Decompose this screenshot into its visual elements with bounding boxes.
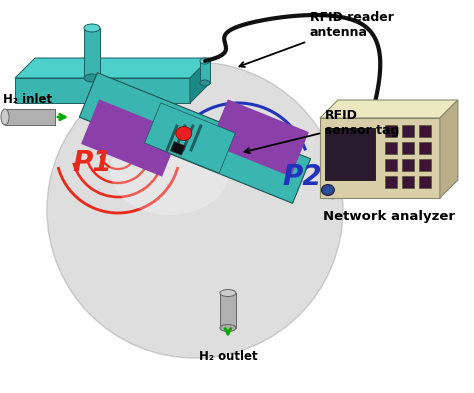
Text: Network analyzer: Network analyzer — [323, 210, 455, 223]
Polygon shape — [419, 125, 431, 137]
Polygon shape — [385, 176, 397, 188]
Ellipse shape — [84, 74, 100, 82]
Polygon shape — [419, 142, 431, 154]
Ellipse shape — [1, 109, 9, 125]
Text: H₂ inlet: H₂ inlet — [3, 93, 52, 106]
Text: H₂ outlet: H₂ outlet — [199, 350, 257, 363]
Polygon shape — [402, 176, 414, 188]
Ellipse shape — [47, 62, 343, 358]
Polygon shape — [402, 159, 414, 171]
Ellipse shape — [200, 80, 210, 86]
Polygon shape — [15, 58, 210, 78]
Polygon shape — [189, 124, 203, 152]
Text: RFID
sensor tag: RFID sensor tag — [245, 109, 399, 153]
Polygon shape — [402, 125, 414, 137]
Polygon shape — [81, 99, 180, 176]
Polygon shape — [385, 125, 397, 137]
Polygon shape — [402, 142, 414, 154]
Polygon shape — [419, 176, 431, 188]
Polygon shape — [165, 124, 179, 152]
Ellipse shape — [200, 58, 210, 64]
Polygon shape — [5, 109, 55, 125]
Text: RFID reader
antenna: RFID reader antenna — [239, 11, 394, 67]
Polygon shape — [419, 159, 431, 171]
Polygon shape — [385, 159, 397, 171]
Ellipse shape — [110, 125, 230, 215]
Ellipse shape — [84, 24, 100, 32]
Polygon shape — [200, 61, 210, 83]
Polygon shape — [145, 103, 236, 173]
Text: P1: P1 — [72, 149, 111, 177]
Ellipse shape — [324, 187, 331, 193]
Polygon shape — [173, 124, 187, 152]
Polygon shape — [15, 78, 190, 103]
Ellipse shape — [220, 290, 236, 296]
Polygon shape — [220, 293, 236, 328]
Polygon shape — [320, 100, 458, 118]
Polygon shape — [210, 99, 309, 176]
Polygon shape — [385, 142, 397, 154]
Polygon shape — [79, 73, 310, 203]
Text: P2: P2 — [282, 163, 321, 191]
Ellipse shape — [321, 184, 335, 195]
Polygon shape — [190, 58, 210, 103]
Polygon shape — [325, 128, 375, 180]
Ellipse shape — [220, 325, 236, 332]
Polygon shape — [170, 141, 185, 155]
Polygon shape — [84, 28, 100, 78]
Polygon shape — [440, 100, 458, 198]
Polygon shape — [320, 118, 440, 198]
Ellipse shape — [176, 127, 192, 141]
Polygon shape — [181, 124, 195, 152]
